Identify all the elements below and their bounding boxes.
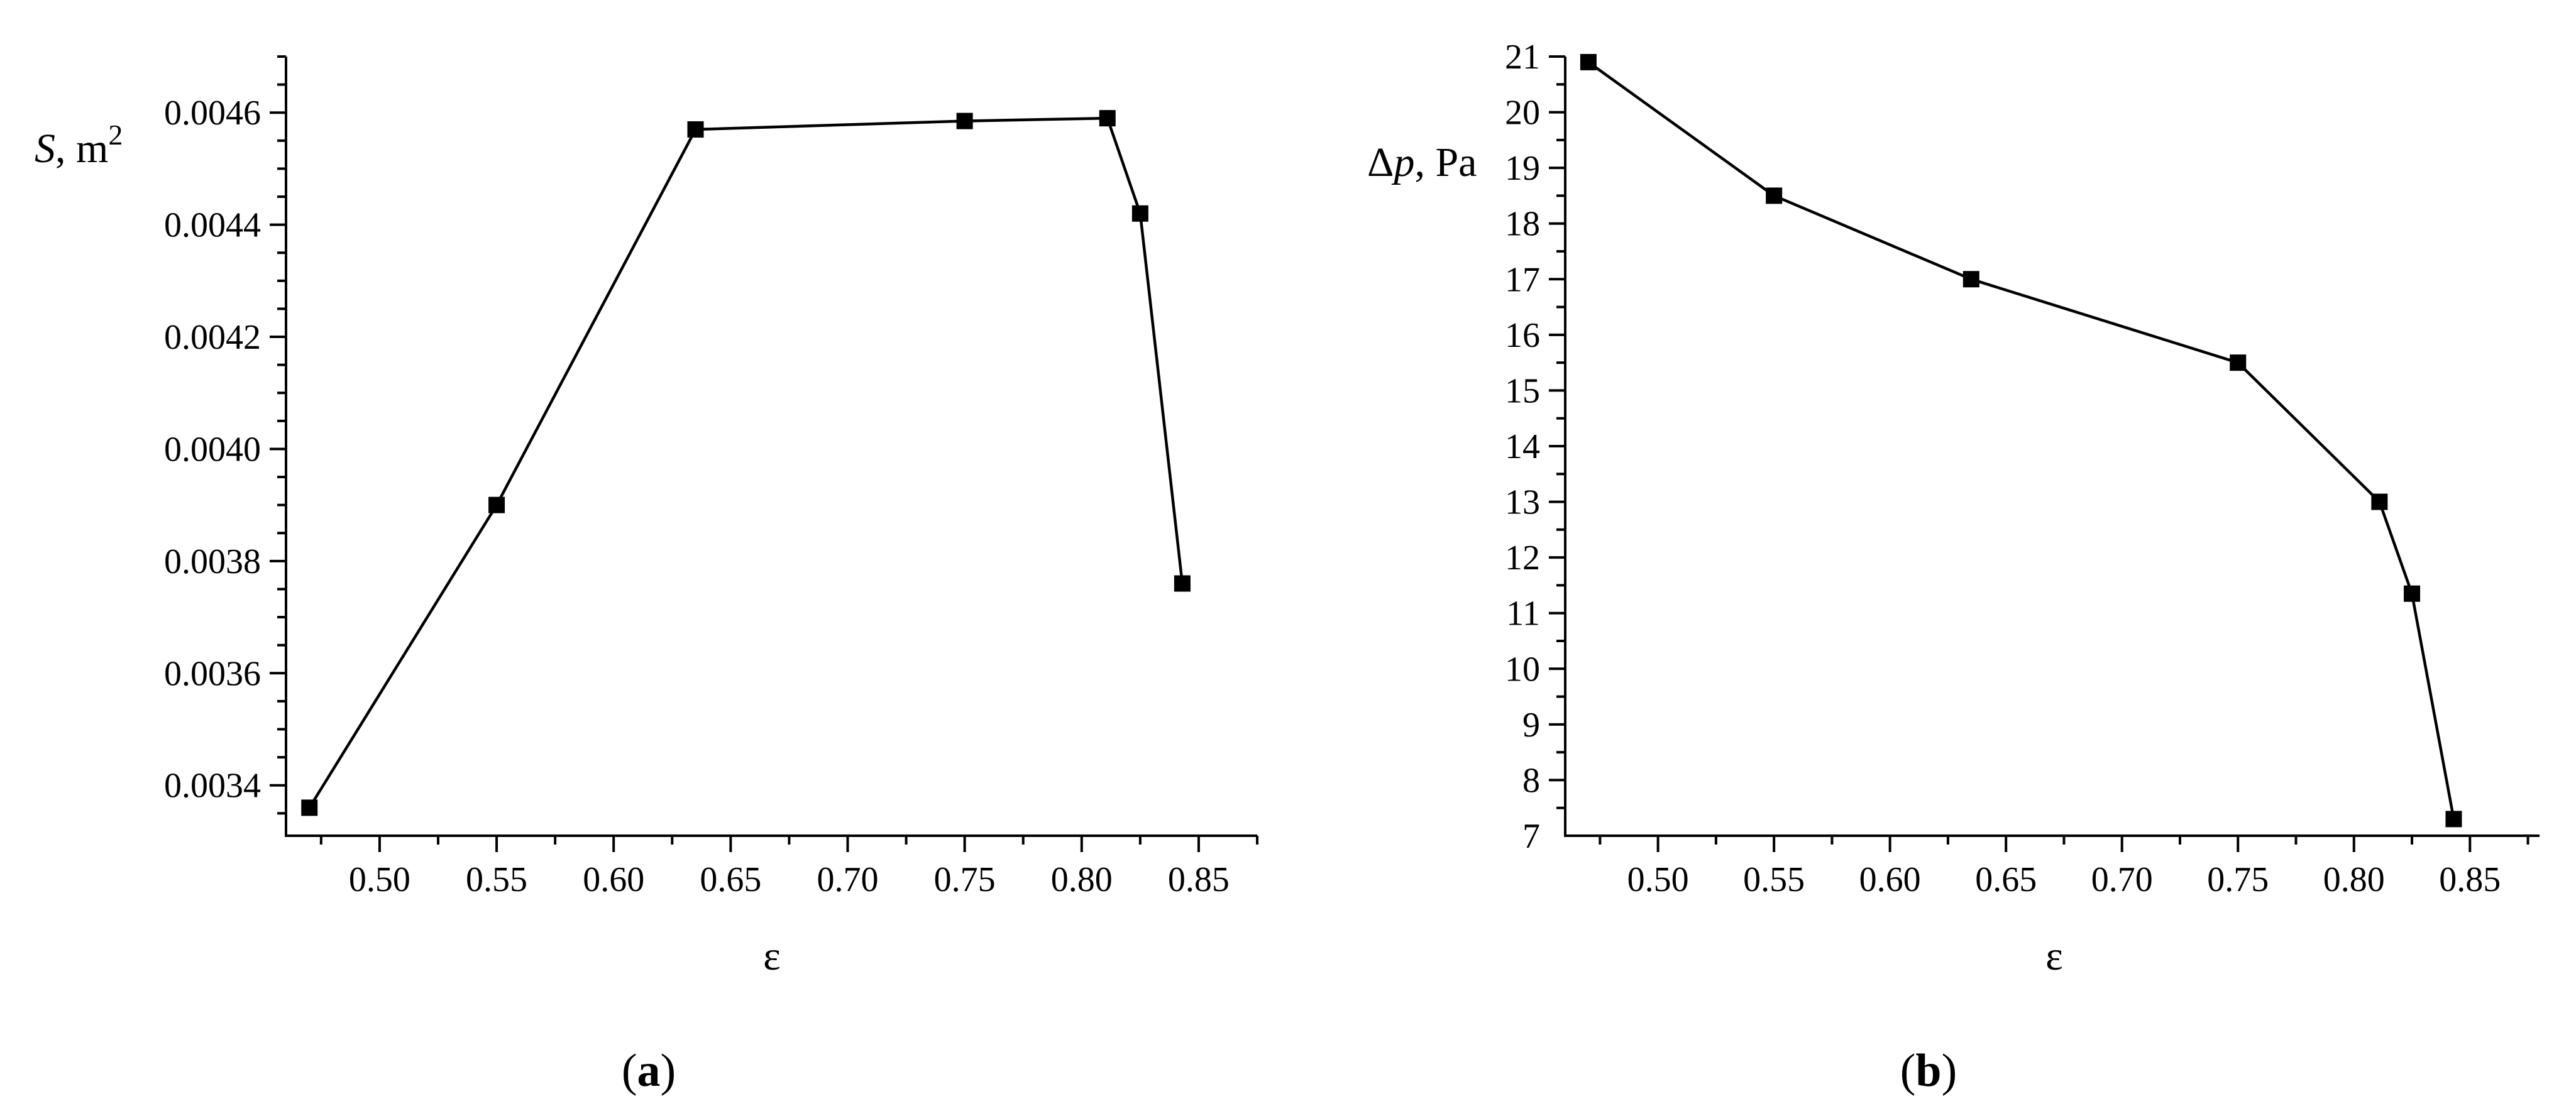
panel-a-y-axis-label: S, m2 xyxy=(35,119,123,172)
panel-a-ticks-group xyxy=(270,55,1258,852)
y-tick-label: 17 xyxy=(1505,260,1540,299)
chart-panel-a: 0.50 0.55 0.60 0.65 0.70 0.75 0.80 0.85 0.0034 0.… xyxy=(35,55,1258,1097)
data-point-marker xyxy=(301,799,318,816)
x-tick-label: 0.75 xyxy=(934,860,996,899)
panel-a-y-label-sup: 2 xyxy=(108,119,123,151)
panel-a-caption-letter: a xyxy=(637,1045,661,1097)
x-tick-label: 0.85 xyxy=(1168,860,1230,899)
y-tick-label: 15 xyxy=(1505,371,1540,410)
data-point-marker xyxy=(2230,354,2247,371)
y-tick-label: 0.0038 xyxy=(164,542,261,581)
panel-b-caption-open: ( xyxy=(1900,1045,1916,1097)
panel-b-tick-labels-group: 0.50 0.55 0.60 0.65 0.70 0.75 0.80 0.85 7 8 9 10 11 1… xyxy=(1505,38,2501,899)
y-tick-label: 0.0036 xyxy=(164,654,261,693)
y-tick-label: 0.0034 xyxy=(164,767,261,806)
x-tick-label: 0.60 xyxy=(583,860,644,899)
y-tick-label: 8 xyxy=(1522,761,1540,800)
panel-b-ticks-group xyxy=(1549,55,2529,852)
data-point-marker xyxy=(1580,53,1597,70)
y-tick-label: 11 xyxy=(1506,594,1540,633)
x-tick-label: 0.60 xyxy=(1859,860,1921,899)
x-tick-label: 0.50 xyxy=(1627,860,1689,899)
y-tick-label: 0.0046 xyxy=(164,94,261,133)
x-tick-label: 0.55 xyxy=(466,860,527,899)
y-tick-label: 16 xyxy=(1505,316,1540,355)
data-point-marker xyxy=(1766,187,1783,204)
data-point-marker xyxy=(687,121,704,138)
x-tick-label: 0.55 xyxy=(1743,860,1805,899)
x-tick-label: 0.85 xyxy=(2439,860,2501,899)
panel-b-caption-close: ) xyxy=(1942,1045,1957,1097)
x-tick-label: 0.80 xyxy=(1051,860,1113,899)
y-tick-label: 20 xyxy=(1505,94,1540,133)
panel-b-x-axis-label: ε xyxy=(2045,933,2063,979)
y-tick-label: 18 xyxy=(1505,205,1540,244)
panel-b-y-axis-label: Δp, Pa xyxy=(1367,140,1477,185)
x-tick-label: 0.65 xyxy=(1975,860,2037,899)
panel-b-y-label-var: p xyxy=(1391,140,1414,185)
panel-b-caption-letter: b xyxy=(1915,1045,1941,1097)
chart-panel-b: 0.50 0.55 0.60 0.65 0.70 0.75 0.80 0.85 7 8 9 10 11 1… xyxy=(1367,38,2540,1097)
panel-b-series-line xyxy=(1587,61,2455,819)
x-tick-label: 0.70 xyxy=(817,860,878,899)
y-tick-label: 0.0040 xyxy=(164,430,261,469)
y-tick-label: 21 xyxy=(1505,38,1540,77)
x-tick-label: 0.50 xyxy=(349,860,410,899)
panel-b-axes xyxy=(1564,57,2540,837)
y-tick-label: 7 xyxy=(1522,817,1540,856)
data-point-marker xyxy=(2404,585,2421,602)
data-point-marker xyxy=(1962,271,1979,288)
y-tick-label: 0.0044 xyxy=(164,206,261,245)
x-tick-label: 0.65 xyxy=(700,860,761,899)
panel-a-tick-labels-group: 0.50 0.55 0.60 0.65 0.70 0.75 0.80 0.85 0.0034 0.… xyxy=(164,94,1230,899)
panel-a-y-label-rest: , m xyxy=(55,126,108,172)
data-point-marker xyxy=(488,496,505,513)
data-point-marker xyxy=(1099,110,1116,127)
panel-a-series-line xyxy=(308,116,1184,809)
data-point-marker xyxy=(2371,493,2388,510)
data-point-marker xyxy=(1131,205,1148,222)
panel-a-caption-close: ) xyxy=(661,1045,676,1097)
panel-b-caption: (b) xyxy=(1900,1045,1957,1097)
data-point-marker xyxy=(2445,811,2462,828)
y-tick-label: 10 xyxy=(1505,650,1540,689)
y-tick-label: 0.0042 xyxy=(164,318,261,357)
x-tick-label: 0.75 xyxy=(2207,860,2269,899)
x-tick-label: 0.80 xyxy=(2323,860,2385,899)
data-point-marker xyxy=(956,112,973,129)
panel-a-x-axis-label: ε xyxy=(763,933,781,979)
data-point-marker xyxy=(1174,575,1191,592)
panel-a-axes xyxy=(285,57,1257,837)
panel-a-markers-group xyxy=(301,110,1191,816)
panel-b-y-label-rest: , Pa xyxy=(1414,140,1477,185)
x-tick-label: 0.70 xyxy=(2091,860,2153,899)
panel-a-caption: (a) xyxy=(622,1045,676,1097)
y-tick-label: 14 xyxy=(1505,427,1540,466)
panel-b-markers-group xyxy=(1580,53,2462,828)
y-tick-label: 9 xyxy=(1522,706,1540,745)
panel-b-y-label-prefix: Δ xyxy=(1367,140,1394,185)
y-tick-label: 12 xyxy=(1505,539,1540,577)
panel-a-caption-open: ( xyxy=(622,1045,637,1097)
panel-a-y-label-var: S xyxy=(35,126,55,172)
y-tick-label: 19 xyxy=(1505,149,1540,188)
y-tick-label: 13 xyxy=(1505,483,1540,522)
